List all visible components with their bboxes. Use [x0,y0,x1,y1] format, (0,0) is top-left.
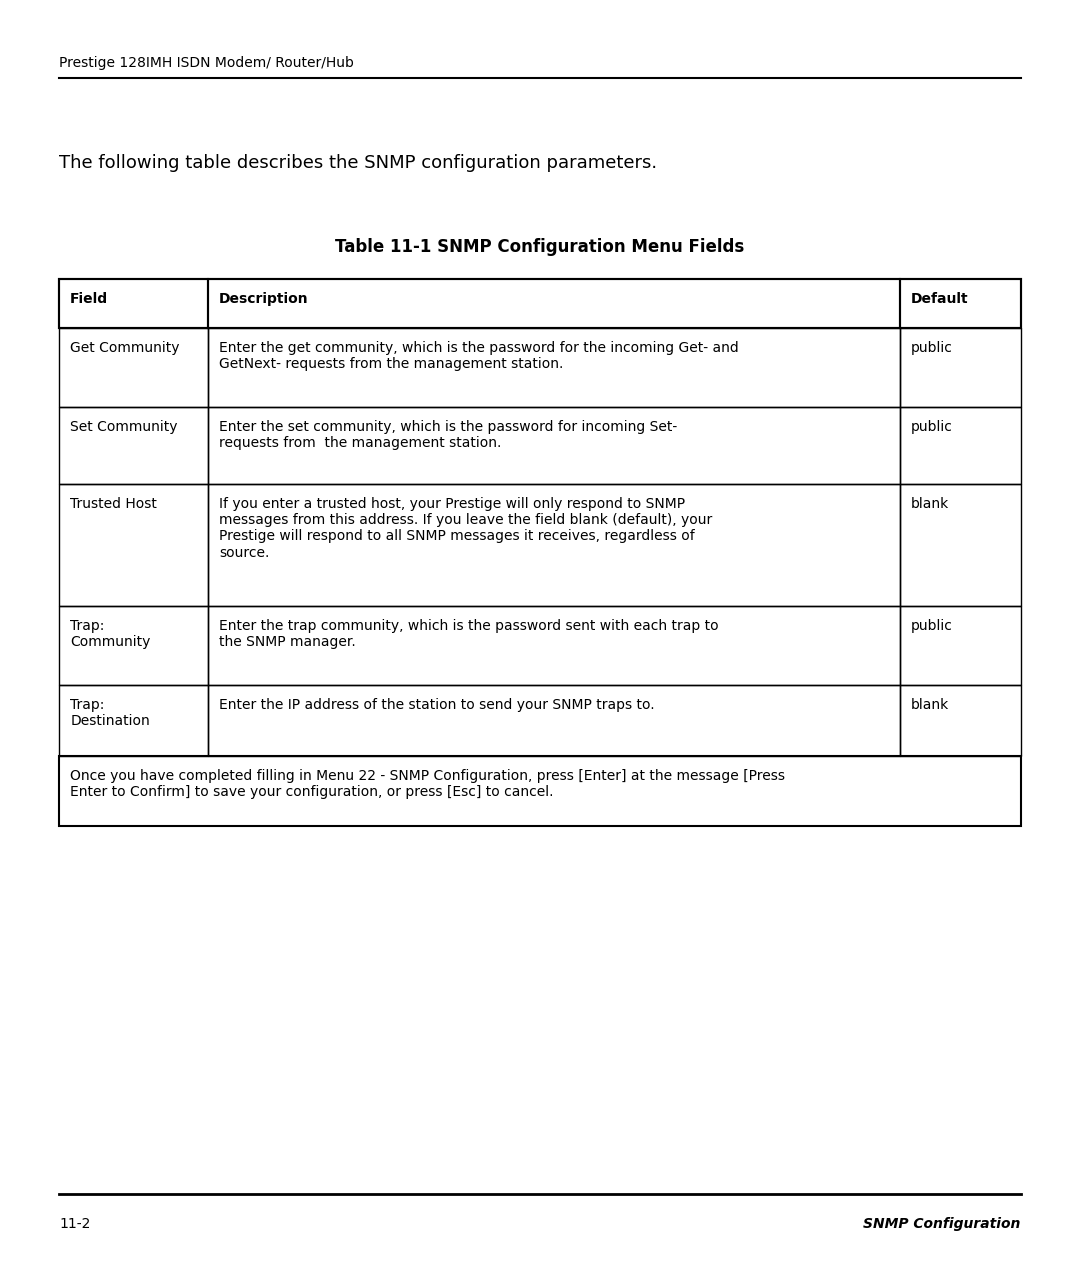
Text: Get Community: Get Community [70,341,179,355]
Text: Table 11-1 SNMP Configuration Menu Fields: Table 11-1 SNMP Configuration Menu Field… [336,238,744,256]
Text: Set Community: Set Community [70,420,178,434]
Text: Enter the trap community, which is the password sent with each trap to
the SNMP : Enter the trap community, which is the p… [219,619,719,649]
Text: public: public [912,420,954,434]
Text: 11-2: 11-2 [59,1217,91,1231]
Text: Trap:
Destination: Trap: Destination [70,698,150,729]
Text: Trap:
Community: Trap: Community [70,619,150,649]
Text: Enter the get community, which is the password for the incoming Get- and
GetNext: Enter the get community, which is the pa… [219,341,739,371]
Text: If you enter a trusted host, your Prestige will only respond to SNMP
messages fr: If you enter a trusted host, your Presti… [219,497,713,560]
Text: Enter the set community, which is the password for incoming Set-
requests from  : Enter the set community, which is the pa… [219,420,677,451]
Text: Default: Default [912,292,969,306]
Text: Once you have completed filling in Menu 22 - SNMP Configuration, press [Enter] a: Once you have completed filling in Menu … [70,769,785,799]
Text: Description: Description [219,292,309,306]
Text: Enter the IP address of the station to send your SNMP traps to.: Enter the IP address of the station to s… [219,698,654,712]
Text: blank: blank [912,497,949,511]
Text: public: public [912,619,954,633]
Text: public: public [912,341,954,355]
Text: SNMP Configuration: SNMP Configuration [863,1217,1021,1231]
Text: Field: Field [70,292,108,306]
Text: Prestige 128IMH ISDN Modem/ Router/Hub: Prestige 128IMH ISDN Modem/ Router/Hub [59,56,354,70]
Text: The following table describes the SNMP configuration parameters.: The following table describes the SNMP c… [59,154,658,172]
Text: blank: blank [912,698,949,712]
Text: Trusted Host: Trusted Host [70,497,157,511]
